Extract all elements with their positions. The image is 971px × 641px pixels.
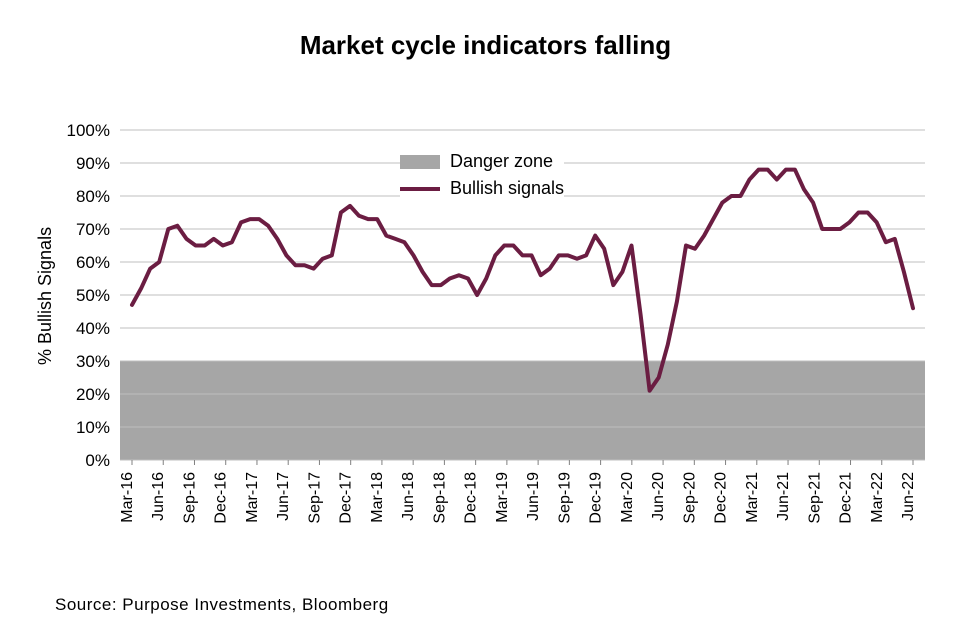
x-tick-label: Jun-22 bbox=[900, 472, 917, 521]
source-text: Source: Purpose Investments, Bloomberg bbox=[55, 595, 389, 615]
x-tick-label: Mar-21 bbox=[744, 472, 761, 523]
x-tick-label: Jun-16 bbox=[150, 472, 167, 521]
x-tick-label: Sep-19 bbox=[556, 472, 573, 524]
x-tick-label: Sep-16 bbox=[181, 472, 198, 524]
y-tick-label: 50% bbox=[76, 286, 110, 305]
x-tick-label: Mar-18 bbox=[369, 472, 386, 523]
y-tick-label: 0% bbox=[85, 451, 110, 470]
legend-label: Danger zone bbox=[450, 151, 553, 172]
y-tick-label: 80% bbox=[76, 187, 110, 206]
y-tick-label: 100% bbox=[67, 121, 110, 140]
x-tick-label: Jun-21 bbox=[775, 472, 792, 521]
legend-label: Bullish signals bbox=[450, 178, 564, 199]
y-tick-label: 90% bbox=[76, 154, 110, 173]
legend-swatch bbox=[400, 155, 440, 169]
x-tick-label: Dec-17 bbox=[338, 472, 355, 524]
x-tick-label: Mar-17 bbox=[244, 472, 261, 523]
y-tick-label: 60% bbox=[76, 253, 110, 272]
x-tick-label: Mar-20 bbox=[619, 472, 636, 523]
x-tick-label: Jun-18 bbox=[400, 472, 417, 521]
x-tick-label: Jun-17 bbox=[275, 472, 292, 521]
x-tick-label: Jun-20 bbox=[650, 472, 667, 521]
legend-item: Bullish signals bbox=[400, 178, 564, 199]
legend: Danger zone Bullish signals bbox=[400, 145, 564, 205]
x-tick-label: Dec-20 bbox=[713, 472, 730, 524]
y-tick-label: 40% bbox=[76, 319, 110, 338]
y-tick-label: 20% bbox=[76, 385, 110, 404]
y-tick-label: 30% bbox=[76, 352, 110, 371]
x-tick-label: Sep-21 bbox=[806, 472, 823, 524]
legend-line-sample bbox=[400, 187, 440, 191]
x-tick-label: Dec-21 bbox=[838, 472, 855, 524]
x-tick-label: Mar-22 bbox=[869, 472, 886, 523]
x-tick-label: Sep-20 bbox=[681, 472, 698, 524]
x-tick-label: Dec-18 bbox=[463, 472, 480, 524]
x-tick-label: Mar-16 bbox=[119, 472, 136, 523]
danger-zone-band bbox=[120, 361, 925, 460]
y-tick-label: 70% bbox=[76, 220, 110, 239]
x-tick-label: Dec-19 bbox=[588, 472, 605, 524]
chart-plot-area: 0% 10% 20% 30% 40% 50% 60% 70% 80% 90% 100% Mar-16 J… bbox=[0, 0, 971, 580]
x-tick-label: Dec-16 bbox=[213, 472, 230, 524]
chart-container: { "chart": { "type": "line-with-area-ban… bbox=[0, 0, 971, 641]
x-tick-label: Sep-18 bbox=[431, 472, 448, 524]
x-tick-label: Jun-19 bbox=[525, 472, 542, 521]
y-tick-label: 10% bbox=[76, 418, 110, 437]
x-tick-label: Sep-17 bbox=[306, 472, 323, 524]
legend-item: Danger zone bbox=[400, 151, 564, 172]
x-tick-label: Mar-19 bbox=[494, 472, 511, 523]
